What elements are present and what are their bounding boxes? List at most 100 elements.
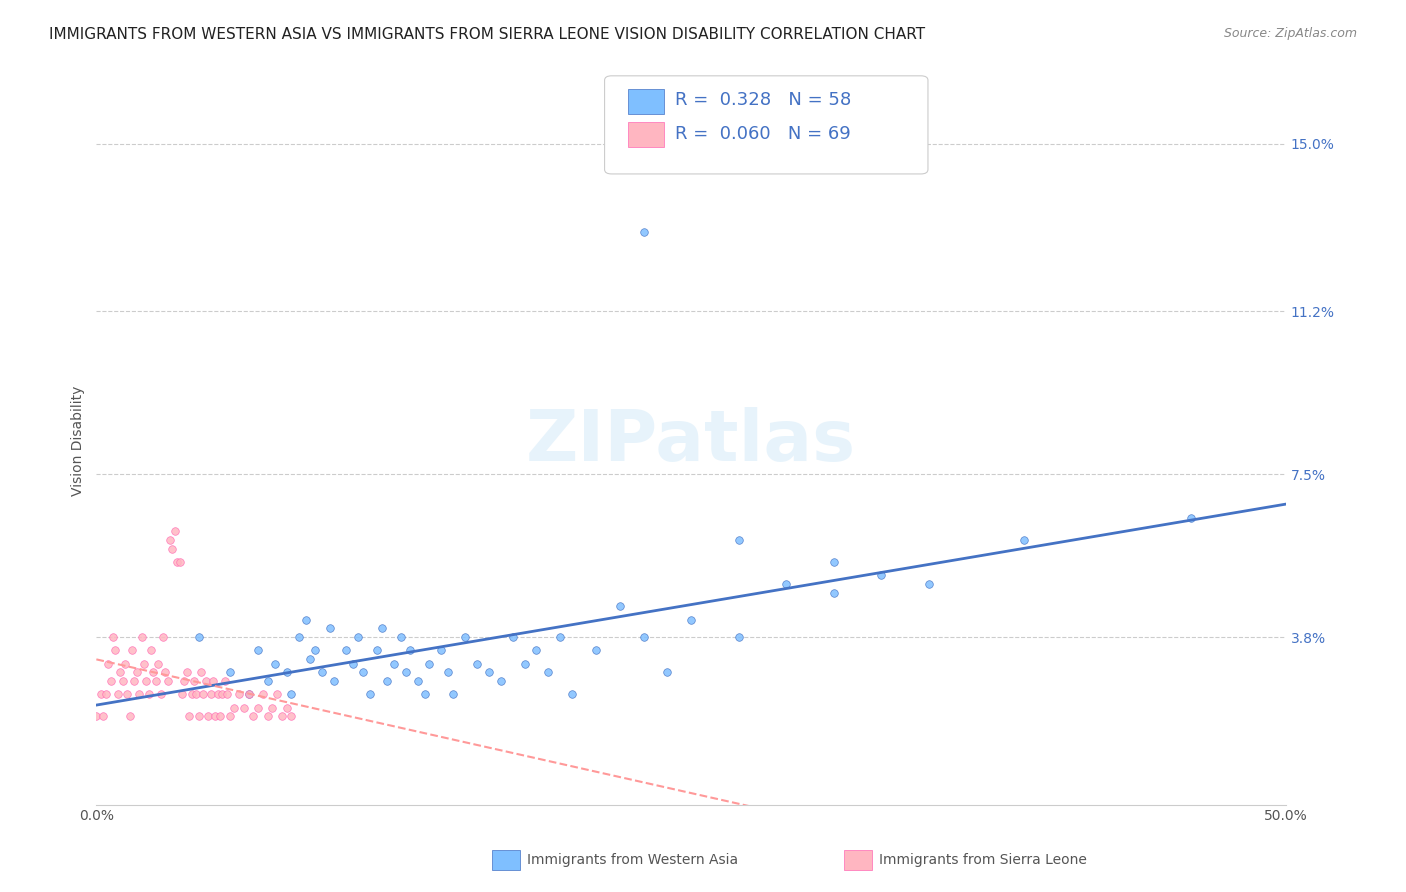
Text: R =  0.060   N = 69: R = 0.060 N = 69: [675, 125, 851, 143]
Point: [218, 665, 240, 680]
Point: [138, 688, 160, 702]
Point: [193, 688, 215, 702]
Point: [104, 643, 127, 657]
Point: [323, 674, 346, 689]
Point: [108, 665, 131, 680]
Point: [224, 700, 246, 714]
Point: [201, 674, 224, 689]
Text: Source: ZipAtlas.com: Source: ZipAtlas.com: [1223, 27, 1357, 40]
Point: [207, 688, 229, 702]
Point: [148, 657, 170, 671]
Point: [430, 643, 453, 657]
Point: [170, 688, 193, 702]
Point: [247, 643, 270, 657]
Point: [176, 665, 198, 680]
Point: [125, 665, 148, 680]
Point: [149, 688, 172, 702]
Point: [382, 657, 405, 671]
Point: [513, 657, 536, 671]
Point: [107, 688, 129, 702]
Point: [366, 643, 388, 657]
Point: [135, 674, 157, 689]
Point: [180, 688, 202, 702]
Point: [727, 630, 749, 644]
Point: [304, 643, 326, 657]
Point: [187, 630, 209, 644]
Point: [169, 555, 191, 569]
Point: [111, 674, 134, 689]
Point: [280, 709, 302, 723]
Point: [166, 555, 188, 569]
Point: [114, 657, 136, 671]
Point: [256, 674, 278, 689]
Point: [173, 674, 195, 689]
Point: [204, 709, 226, 723]
Point: [280, 688, 302, 702]
Point: [681, 613, 703, 627]
Text: Immigrants from Western Asia: Immigrants from Western Asia: [527, 853, 738, 867]
Point: [389, 630, 412, 644]
Point: [263, 657, 285, 671]
Point: [371, 621, 394, 635]
Point: [727, 533, 749, 548]
Point: [139, 643, 162, 657]
Point: [242, 709, 264, 723]
Point: [489, 674, 512, 689]
Point: [266, 688, 288, 702]
Point: [465, 657, 488, 671]
Point: [271, 709, 294, 723]
Point: [537, 665, 560, 680]
Point: [101, 630, 124, 644]
Point: [211, 688, 233, 702]
Point: [97, 657, 120, 671]
Point: [395, 665, 418, 680]
Point: [194, 674, 217, 689]
Point: [375, 674, 398, 689]
Point: [128, 688, 150, 702]
Point: [526, 643, 548, 657]
Point: [561, 688, 583, 702]
Point: [163, 524, 186, 539]
Point: [276, 665, 298, 680]
Point: [502, 630, 524, 644]
Point: [318, 621, 340, 635]
Text: ZIPatlas: ZIPatlas: [526, 407, 856, 475]
Point: [437, 665, 460, 680]
Point: [187, 709, 209, 723]
Point: [478, 665, 501, 680]
Text: Immigrants from Sierra Leone: Immigrants from Sierra Leone: [879, 853, 1087, 867]
Point: [454, 630, 477, 644]
Point: [162, 541, 184, 556]
Point: [183, 674, 205, 689]
Point: [294, 613, 316, 627]
Point: [775, 577, 797, 591]
Point: [406, 674, 429, 689]
Point: [131, 630, 153, 644]
Point: [287, 630, 309, 644]
Point: [347, 630, 370, 644]
Point: [93, 709, 115, 723]
Point: [585, 643, 607, 657]
Point: [238, 688, 260, 702]
Point: [609, 599, 631, 614]
Point: [262, 700, 284, 714]
Point: [152, 630, 174, 644]
Point: [256, 709, 278, 723]
Point: [200, 688, 222, 702]
Point: [159, 533, 181, 548]
Point: [179, 709, 201, 723]
Point: [218, 709, 240, 723]
Point: [252, 688, 274, 702]
Point: [870, 568, 893, 582]
Text: IMMIGRANTS FROM WESTERN ASIA VS IMMIGRANTS FROM SIERRA LEONE VISION DISABILITY C: IMMIGRANTS FROM WESTERN ASIA VS IMMIGRAN…: [49, 27, 925, 42]
Point: [121, 643, 143, 657]
Point: [124, 674, 146, 689]
Point: [238, 688, 260, 702]
Point: [145, 674, 167, 689]
Point: [1012, 533, 1035, 548]
Point: [342, 657, 364, 671]
Point: [232, 700, 254, 714]
Point: [823, 586, 845, 600]
Y-axis label: Vision Disability: Vision Disability: [72, 386, 86, 496]
Point: [90, 688, 112, 702]
